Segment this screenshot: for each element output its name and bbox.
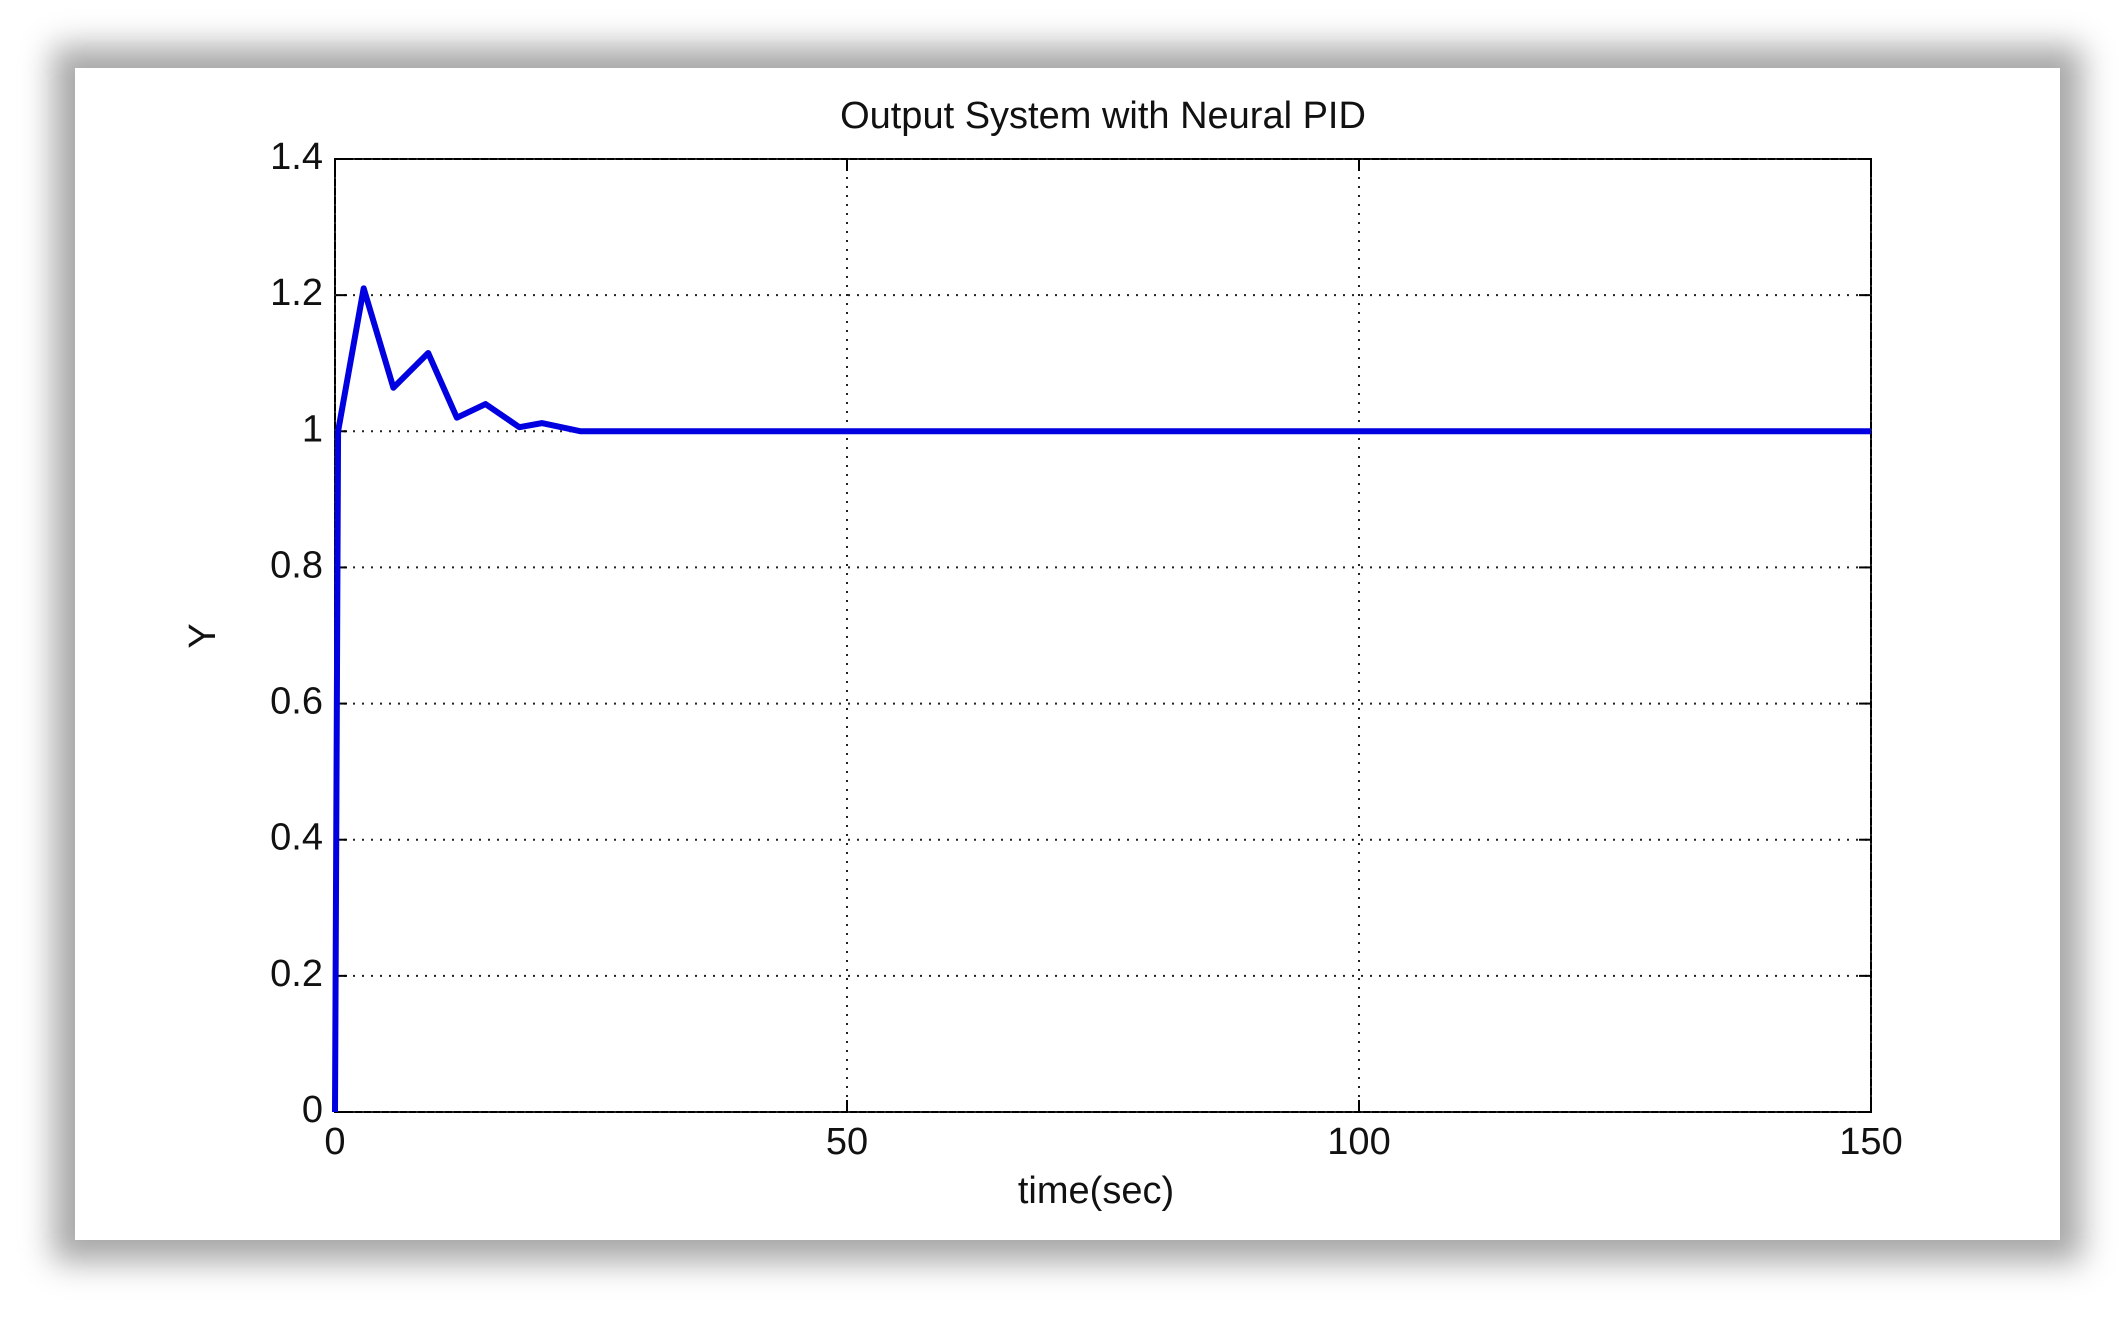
y-tick-label: 1.2: [270, 272, 323, 314]
x-tick-label: 150: [1839, 1121, 1902, 1163]
y-tick-label: 0.4: [270, 817, 323, 859]
data-line: [332, 285, 1871, 1113]
plot-area: [334, 158, 1872, 1113]
y-tick-label: 0.6: [270, 681, 323, 723]
y-tick-label: 1: [302, 408, 323, 450]
y-tick-label: 0.2: [270, 953, 323, 995]
y-tick-label: 1.4: [270, 136, 323, 178]
x-tick-label: 100: [1327, 1121, 1390, 1163]
y-tick-label: 0: [302, 1089, 323, 1131]
x-tick-label: 0: [324, 1121, 345, 1163]
y-axis-label: Y: [182, 623, 224, 648]
x-axis-label: time(sec): [1018, 1170, 1174, 1212]
x-tick-label: 50: [826, 1121, 868, 1163]
y-tick-label: 0.8: [270, 544, 323, 586]
chart-title: Output System with Neural PID: [840, 95, 1366, 137]
